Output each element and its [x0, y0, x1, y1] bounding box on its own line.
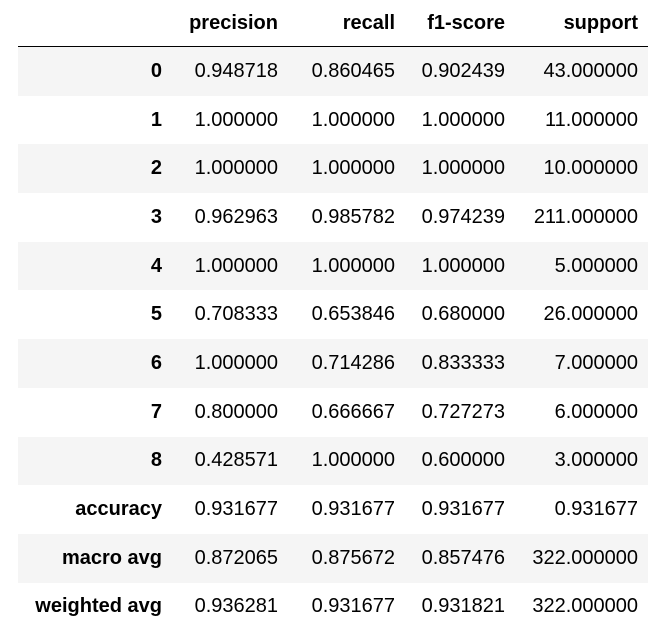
row-label: 2: [150, 157, 162, 180]
header-row: precision recall f1-score support: [18, 0, 648, 47]
cell-recall: 0.653846: [311, 303, 395, 326]
header-support: support: [515, 0, 648, 47]
cell-recall: 1.000000: [311, 449, 395, 472]
table-row: 2 1.000000 1.000000 1.000000 10.000000: [18, 144, 648, 194]
cell-recall: 0.714286: [311, 351, 395, 374]
row-label: 5: [150, 303, 162, 326]
table-row: 3 0.962963 0.985782 0.974239 211.000000: [18, 193, 648, 242]
cell-support: 10.000000: [543, 157, 638, 180]
cell-recall: 1.000000: [311, 108, 395, 131]
cell-recall: 0.985782: [311, 205, 395, 228]
cell-precision: 0.708333: [194, 303, 278, 326]
header-recall: recall: [288, 0, 405, 47]
row-label: 7: [150, 400, 162, 423]
table-body: 0 0.948718 0.860465 0.902439 43.000000 1…: [18, 46, 648, 632]
cell-f1-score: 0.833333: [421, 351, 505, 374]
header-f1-score: f1-score: [405, 0, 515, 47]
cell-recall: 0.931677: [311, 498, 395, 521]
row-label: 3: [150, 205, 162, 228]
cell-precision: 0.948718: [194, 59, 278, 82]
row-label: weighted avg: [35, 595, 162, 618]
row-label: 1: [150, 108, 162, 131]
table-row: 1 1.000000 1.000000 1.000000 11.000000: [18, 95, 648, 145]
cell-precision: 1.000000: [194, 351, 278, 374]
cell-f1-score: 0.857476: [421, 546, 505, 569]
table-row: 0 0.948718 0.860465 0.902439 43.000000: [18, 46, 648, 96]
cell-precision: 0.800000: [194, 400, 278, 423]
cell-recall: 0.931677: [311, 595, 395, 618]
cell-precision: 0.872065: [194, 546, 278, 569]
header-index: [18, 0, 172, 47]
cell-f1-score: 0.931677: [421, 498, 505, 521]
cell-f1-score: 0.931821: [421, 595, 505, 618]
cell-f1-score: 1.000000: [421, 157, 505, 180]
cell-precision: 1.000000: [194, 254, 278, 277]
cell-f1-score: 0.600000: [421, 449, 505, 472]
cell-support: 11.000000: [544, 108, 638, 131]
row-label: macro avg: [61, 546, 162, 569]
cell-recall: 1.000000: [311, 254, 395, 277]
cell-precision: 0.428571: [194, 449, 278, 472]
cell-recall: 0.860465: [311, 59, 395, 82]
cell-f1-score: 0.974239: [421, 205, 505, 228]
cell-f1-score: 0.727273: [421, 400, 505, 423]
classification-report-table: precision recall f1-score support 0 0.94…: [18, 0, 648, 632]
cell-recall: 1.000000: [311, 157, 395, 180]
cell-f1-score: 0.680000: [421, 303, 505, 326]
cell-support: 3.000000: [554, 449, 638, 472]
cell-support: 43.000000: [543, 59, 638, 82]
header-precision: precision: [172, 0, 288, 47]
table-row: 7 0.800000 0.666667 0.727273 6.000000: [18, 387, 648, 437]
cell-f1-score: 1.000000: [421, 108, 505, 131]
cell-support: 322.000000: [532, 546, 638, 569]
table-row: 5 0.708333 0.653846 0.680000 26.000000: [18, 290, 648, 340]
cell-precision: 0.936281: [194, 595, 278, 618]
cell-precision: 0.931677: [194, 498, 278, 521]
cell-f1-score: 1.000000: [421, 254, 505, 277]
cell-support: 211.000000: [533, 205, 638, 228]
table-row: macro avg 0.872065 0.875672 0.857476 322…: [18, 533, 648, 583]
cell-support: 0.931677: [554, 498, 638, 521]
row-label: 8: [150, 449, 162, 472]
row-label: 0: [150, 59, 162, 82]
row-label: 4: [150, 254, 162, 277]
cell-support: 5.000000: [554, 254, 638, 277]
row-label: accuracy: [75, 498, 162, 521]
cell-support: 7.000000: [554, 351, 638, 374]
cell-support: 6.000000: [554, 400, 638, 423]
cell-f1-score: 0.902439: [421, 59, 505, 82]
cell-precision: 1.000000: [194, 108, 278, 131]
table-header: precision recall f1-score support: [18, 0, 648, 47]
cell-precision: 1.000000: [194, 157, 278, 180]
cell-recall: 0.666667: [311, 400, 395, 423]
cell-support: 322.000000: [532, 595, 638, 618]
row-label: 6: [150, 351, 162, 374]
table-row: 4 1.000000 1.000000 1.000000 5.000000: [18, 241, 648, 291]
cell-recall: 0.875672: [311, 546, 395, 569]
table-row: weighted avg 0.936281 0.931677 0.931821 …: [18, 582, 648, 632]
cell-precision: 0.962963: [194, 205, 278, 228]
table-row: accuracy 0.931677 0.931677 0.931677 0.93…: [18, 485, 648, 534]
table-row: 8 0.428571 1.000000 0.600000 3.000000: [18, 436, 648, 486]
table-row: 6 1.000000 0.714286 0.833333 7.000000: [18, 339, 648, 388]
cell-support: 26.000000: [543, 303, 638, 326]
